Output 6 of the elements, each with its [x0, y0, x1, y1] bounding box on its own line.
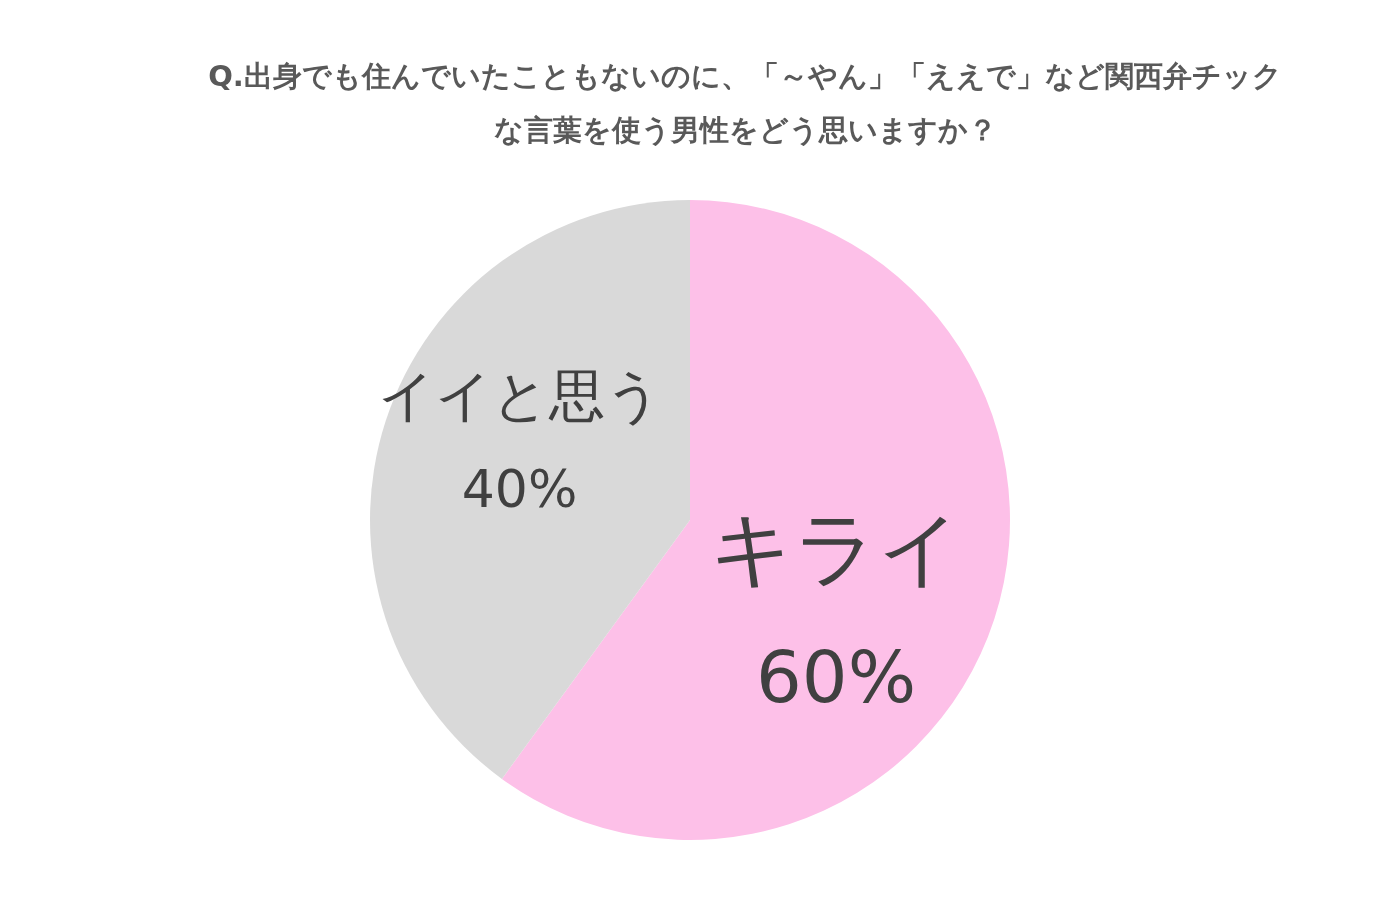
- data-label: 40%: [461, 458, 578, 519]
- pie-slice: [370, 200, 690, 779]
- slice-label: キライ: [710, 501, 963, 597]
- data-label: 60%: [756, 635, 917, 720]
- slice-label: イイと思う: [377, 362, 662, 428]
- chart-title: Q.出身でも住んでいたこともないのに、「～やん」「ええで」など関西弁チックな言葉を使う男性をどう思いますか？: [208, 59, 1282, 147]
